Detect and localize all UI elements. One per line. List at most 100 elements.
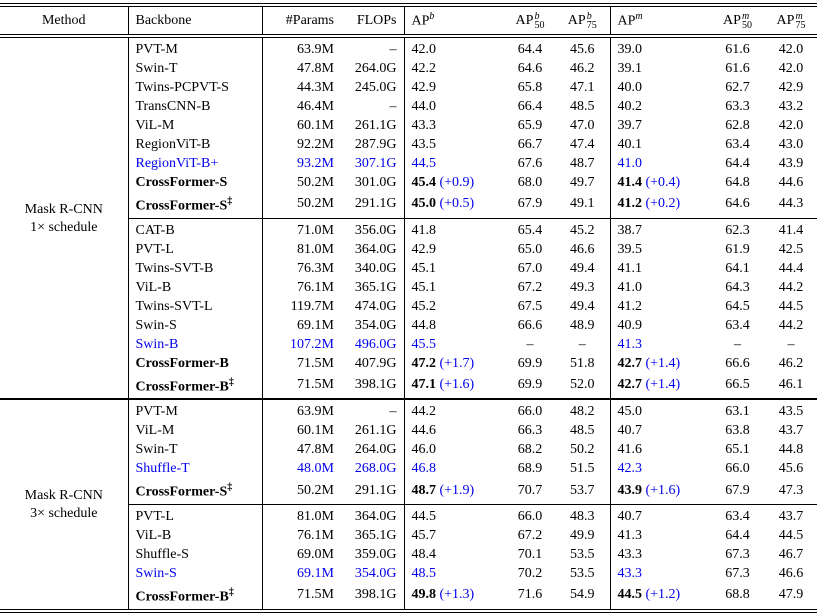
params-cell: 48.0M [261,459,340,479]
ap50-mask-cell: 64.4 [725,156,750,171]
ap50-box-cell: 67.0 [517,260,543,276]
flops-cell: 245.0G [354,80,397,95]
backbone-cell: Twins-PCPVT-S [127,78,262,97]
ap-box-cell: 41.8 [403,217,505,240]
backbone-cell: Swin-B [127,334,262,354]
ap75-box-cell: 47.1 [570,80,595,95]
params-cell: 92.2M [261,135,340,154]
ap50-mask-cell: 67.3 [725,565,750,581]
ap50-box-cell: – [526,336,534,352]
ap50-box-cell: 68.0 [517,175,543,190]
ap-mask-cell: 43.9 (+1.6) [609,478,710,505]
ap75-mask-cell: 46.1 [778,376,804,392]
table-row: CrossFormer-S‡ 50.2M 291.1G 45.0 (+0.5) 67.9… [0,192,817,219]
ap50-mask-cell: 67.3 [725,546,750,562]
ap75-mask-cell: 43.0 [778,137,804,152]
table-row: Swin-S 69.1M 354.0G 44.8 66.6 48.9 40.9 63.4 44.… [0,315,817,335]
ap-mask-cell: 41.3 [609,334,710,354]
flops-cell: 364.0G [354,241,397,257]
table-row: Twins-SVT-B 76.3M 340.0G 45.1 67.0 49.4 41.1 64… [0,258,817,278]
params-cell: 44.3M [261,78,340,97]
ap-mask-cell: 41.2 (+0.2) [609,192,710,219]
col-header-ap-m: APm [609,5,710,38]
backbone-cell: PVT-M [127,35,262,59]
method-cell: Mask R-CNN 3× schedule [0,398,128,611]
ap50-box-cell: 69.9 [517,376,543,392]
ap50-box-cell: 65.0 [517,241,543,257]
ap50-box-cell: 70.1 [517,546,543,562]
table-row: Mask R-CNN 3× schedule PVT-M 63.9M –44.2 66.0… [0,398,817,611]
ap50-box-cell: 68.9 [517,461,543,477]
ap50-mask-cell: 64.1 [725,260,750,276]
ap-mask-cell: 42.3 [609,459,710,479]
ap50-mask-cell: 63.4 [725,317,750,333]
improvement-delta: (+1.6) [642,482,681,498]
improvement-delta: (+1.3) [436,587,475,603]
ap-box-cell: 48.7 (+1.9) [403,478,505,505]
params-cell: 76.1M [261,277,340,297]
table-row: CrossFormer-B 71.5M 407.9G 47.2 (+1.7) 69.9 5… [0,353,817,373]
params-cell: 50.2M [261,192,340,219]
flops-cell: 364.0G [340,503,404,526]
params-cell: 63.9M [261,398,340,422]
ap75-mask-cell: 46.6 [778,565,804,581]
ap-box-cell: 44.0 [403,97,505,116]
ap-box-cell: 45.2 [403,296,505,316]
ap75-mask-cell: 43.2 [778,99,804,114]
improvement-delta: (+1.7) [436,355,475,371]
ap-box-cell: 44.5 [403,154,505,173]
ap-box-cell: 49.8 (+1.3) [403,582,505,611]
backbone-cell: Twins-SVT-L [127,296,262,316]
ap-mask-cell: 45.0 [609,398,710,422]
table-row: Shuffle-S 69.0M 359.0G 48.4 70.1 53.5 43.3 67.3… [0,544,817,564]
ap50-mask-cell: 64.6 [725,196,750,212]
ap75-box-cell: 53.5 [570,546,595,562]
ap-box-cell: 46.0 [403,440,505,460]
ap75-mask-cell: 46.7 [778,546,804,562]
ap75-mask-cell: 42.5 [778,241,804,257]
ap-mask-cell: 41.6 [609,440,710,460]
ap75-box-cell: 45.2 [555,217,610,240]
ap-mask-cell: 42.7 (+1.4) [609,372,710,400]
ap-mask-cell: 41.2 [609,296,710,316]
ap75-mask-cell: 44.3 [778,196,804,212]
ap75-mask-cell: 46.2 [778,355,804,371]
ap-box-cell: 45.1 [403,258,505,278]
ap-mask-cell: 40.2 [609,97,710,116]
ap-mask-cell: 41.1 [609,258,710,278]
ap50-mask-cell: – [734,336,741,352]
ap50-mask-cell: 62.7 [725,80,750,95]
flops-cell: 291.1G [354,196,397,212]
params-cell: 47.8M [261,59,340,78]
method-label-line: Mask R-CNN [24,488,103,504]
params-cell: 76.1M [261,525,340,545]
improvement-delta: (+0.2) [642,196,681,212]
backbone-cell: PVT-L [127,503,262,526]
backbone-cell: ViL-B [127,277,262,297]
schedule-block: Mask R-CNN 1× schedule PVT-M 63.9M –42.0 64.4… [0,34,817,400]
ap75-mask-cell: 44.6 [778,175,804,190]
params-cell: 71.5M [261,582,340,611]
ap75-box-cell: 54.9 [570,587,595,603]
improvement-delta: (+1.4) [642,376,681,392]
backbone-cell: TransCNN-B [127,97,262,116]
ap-mask-cell: 41.0 [609,154,710,173]
ap75-box-cell: 48.5 [570,99,595,114]
ap50-box-cell: 65.4 [505,217,555,240]
ap75-box-cell: 49.1 [570,196,595,212]
flops-cell: 301.0G [354,175,397,190]
ap75-box-cell: 53.5 [570,565,595,581]
method-label-line: 1× schedule [30,220,98,236]
ap-mask-cell: 43.3 [609,544,710,564]
ap-box-cell: 44.5 [403,503,505,526]
params-cell: 50.2M [261,173,340,192]
ap75-box-cell: 48.2 [555,398,610,422]
ap-mask-cell: 41.3 [609,525,710,545]
params-cell: 60.1M [261,421,340,441]
improvement-delta: (+0.5) [436,196,475,212]
backbone-cell: ViL-B [127,525,262,545]
flops-cell: 354.0G [354,565,397,581]
ap50-mask-cell: 63.4 [710,503,765,526]
ap50-box-cell: 67.5 [517,298,543,314]
